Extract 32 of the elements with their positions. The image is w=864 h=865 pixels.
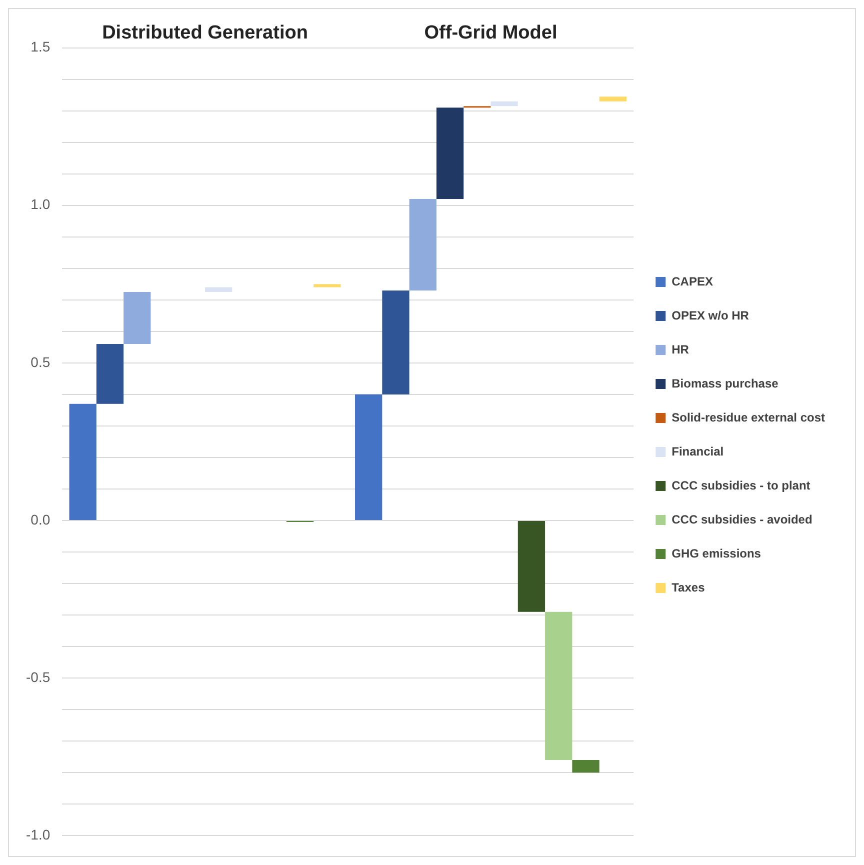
legend-label: GHG emissions: [672, 546, 762, 560]
y-tick-label: 0.0: [30, 511, 50, 528]
bar: [314, 284, 341, 288]
bar: [599, 96, 626, 102]
bar: [382, 290, 410, 394]
bar: [545, 612, 572, 760]
y-tick-label: 1.0: [30, 196, 50, 212]
bar: [96, 344, 124, 404]
bar: [355, 394, 382, 520]
bar: [69, 404, 96, 520]
bar: [436, 108, 464, 200]
legend-label: CCC subsidies - to plant: [672, 478, 810, 492]
y-tick-label: -1.0: [26, 826, 50, 842]
legend-label: Biomass purchase: [672, 376, 779, 390]
legend-label: CCC subsidies - avoided: [672, 512, 812, 526]
y-tick-label: 1.5: [30, 38, 50, 55]
legend-label: Solid-residue external cost: [672, 410, 826, 424]
bar: [124, 292, 151, 344]
bar: [572, 760, 600, 773]
y-tick-label: 0.5: [30, 354, 50, 370]
bar: [518, 520, 546, 612]
legend-label: HR: [672, 342, 690, 356]
legend-label: CAPEX: [672, 274, 713, 288]
legend-label: Financial: [672, 444, 724, 458]
legend-label: Taxes: [672, 580, 706, 594]
x-tick-label: Distributed Generation: [102, 22, 308, 44]
bar: [490, 101, 518, 106]
x-tick-label: Off-Grid Model: [424, 22, 558, 44]
bar: [409, 199, 436, 290]
legend-label: OPEX w/o HR: [672, 308, 750, 322]
y-tick-label: -0.5: [26, 668, 50, 685]
bar: [205, 287, 232, 292]
